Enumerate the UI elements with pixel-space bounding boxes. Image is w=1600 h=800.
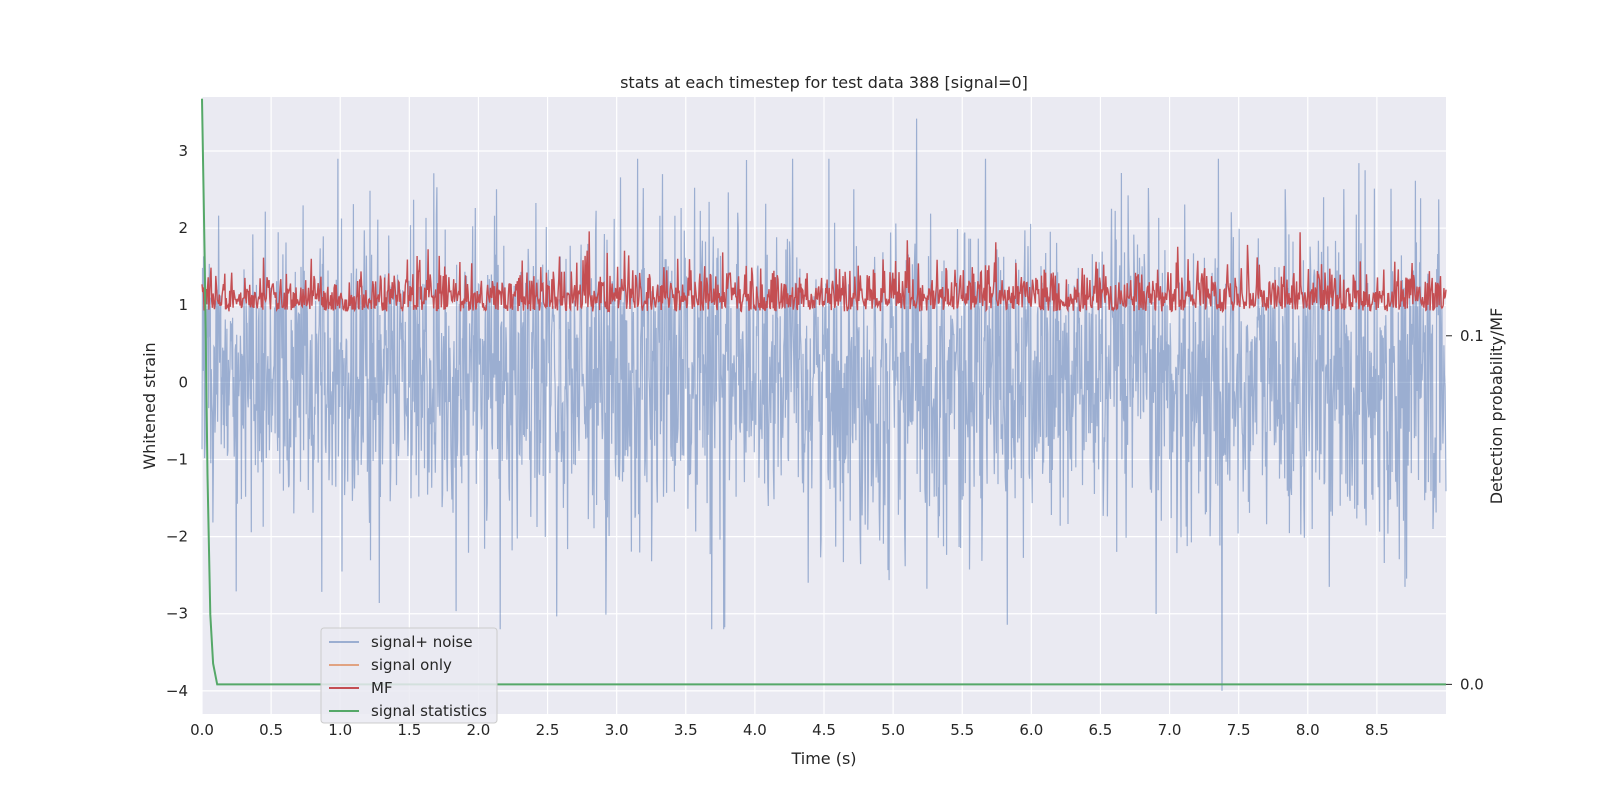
y-tick-label: −3 bbox=[166, 605, 188, 623]
y2-axis-ticks: 0.1 0.0 bbox=[1446, 327, 1484, 693]
x-axis-ticks: 0.0 0.5 1.0 1.5 2.0 2.5 3.0 3.5 4.0 4.5 5.0 5.5 6.0 6… bbox=[190, 721, 1389, 739]
x-tick-label: 2.5 bbox=[536, 721, 560, 739]
y-axis-label: Whitened strain bbox=[140, 342, 159, 469]
y-tick-label: 0 bbox=[178, 373, 188, 391]
x-tick-label: 8.5 bbox=[1365, 721, 1389, 739]
x-tick-label: 6.0 bbox=[1019, 721, 1043, 739]
x-tick-label: 0.5 bbox=[259, 721, 283, 739]
x-tick-label: 7.0 bbox=[1158, 721, 1182, 739]
y2-tick-label: 0.1 bbox=[1460, 327, 1484, 345]
y2-axis-label: Detection probability/MF bbox=[1487, 308, 1506, 505]
x-tick-label: 3.0 bbox=[605, 721, 629, 739]
y-axis-ticks: 3 2 1 0 −1 −2 −3 −4 bbox=[166, 142, 188, 700]
series-signal-statistics bbox=[201, 98, 1446, 686]
chart-title: stats at each timestep for test data 388… bbox=[620, 73, 1028, 92]
x-axis-label: Time (s) bbox=[790, 749, 856, 768]
legend-label-signal-statistics: signal statistics bbox=[371, 702, 487, 720]
y-tick-label: 1 bbox=[178, 296, 188, 314]
legend-label-signal-only: signal only bbox=[371, 656, 452, 674]
x-tick-label: 4.0 bbox=[743, 721, 767, 739]
mf-line bbox=[201, 231, 1447, 314]
y-tick-label: 2 bbox=[178, 219, 188, 237]
y-tick-label: −4 bbox=[166, 682, 188, 700]
x-tick-label: 5.0 bbox=[881, 721, 905, 739]
x-tick-label: 5.5 bbox=[950, 721, 974, 739]
signal-statistics-line bbox=[201, 98, 1446, 686]
legend-label-signal-noise: signal+ noise bbox=[371, 633, 473, 651]
x-tick-label: 3.5 bbox=[674, 721, 698, 739]
signal-noise-line bbox=[201, 118, 1447, 691]
legend-box bbox=[320, 627, 498, 724]
x-tick-label: 7.5 bbox=[1227, 721, 1251, 739]
y-tick-label: −2 bbox=[166, 528, 188, 546]
y2-tick-label: 0.0 bbox=[1460, 675, 1484, 693]
y-tick-label: −1 bbox=[166, 450, 188, 468]
x-tick-label: 0.0 bbox=[190, 721, 214, 739]
x-tick-label: 4.5 bbox=[812, 721, 836, 739]
series-signal-noise bbox=[201, 118, 1447, 691]
x-tick-label: 1.0 bbox=[328, 721, 352, 739]
x-tick-label: 8.0 bbox=[1296, 721, 1320, 739]
x-tick-label: 6.5 bbox=[1089, 721, 1113, 739]
y-tick-label: 3 bbox=[178, 142, 188, 160]
series-mf bbox=[201, 231, 1447, 314]
legend: signal+ noise signal only MF signal stat… bbox=[320, 627, 498, 724]
x-tick-label: 2.0 bbox=[467, 721, 491, 739]
legend-label-mf: MF bbox=[371, 679, 393, 697]
x-tick-label: 1.5 bbox=[397, 721, 421, 739]
